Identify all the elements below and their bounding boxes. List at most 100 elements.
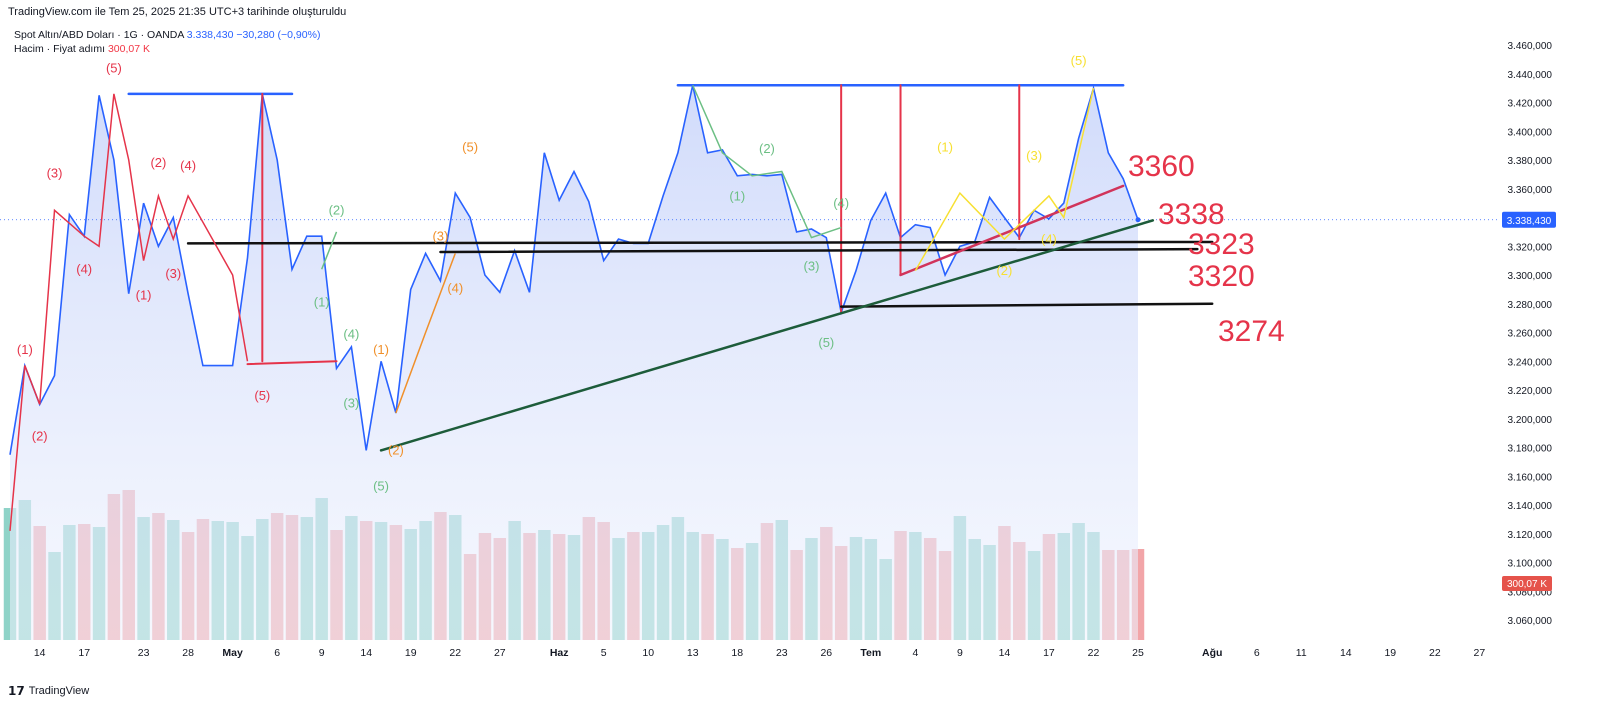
- x-tick-label: 22: [449, 647, 461, 659]
- y-tick-label: 3.080,000: [1508, 587, 1553, 598]
- level-line: [186, 240, 1214, 245]
- wave-label: (4): [447, 280, 463, 295]
- x-tick-label: Ağu: [1202, 647, 1222, 659]
- wave-label: (3): [165, 266, 181, 281]
- x-tick-label: 14: [34, 647, 46, 659]
- wave-label: (5): [373, 479, 389, 494]
- last-price: 3.338,430: [186, 29, 234, 41]
- annotations: [0, 84, 1500, 531]
- last-price-dot: [1135, 217, 1141, 223]
- wave-label: (1): [136, 287, 152, 302]
- footer-brand[interactable]: 𝟭𝟳 TradingView: [8, 684, 89, 698]
- wave-label: (5): [462, 139, 478, 154]
- wave-line-orange: [395, 253, 456, 414]
- x-tick-label: 9: [319, 647, 325, 659]
- x-tick-label: 19: [1384, 647, 1396, 659]
- y-tick-label: 3.180,000: [1508, 444, 1553, 455]
- x-tick-label: 18: [731, 647, 743, 659]
- x-tick-label: 25: [1132, 647, 1144, 659]
- wave-label: (1): [17, 342, 33, 357]
- x-tick-label: 26: [820, 647, 832, 659]
- wave-label: (2): [32, 428, 48, 443]
- wave-label: (3): [1026, 148, 1042, 163]
- x-tick-label: 6: [274, 647, 280, 659]
- volume-badge-label: 300,07 K: [1507, 579, 1547, 590]
- wave-label: (4): [180, 158, 196, 173]
- wave-label: (1): [937, 139, 953, 154]
- y-tick-label: 3.300,000: [1508, 271, 1553, 282]
- x-tick-label: 17: [78, 647, 90, 659]
- tradingview-logo-icon: 𝟭𝟳: [8, 684, 25, 698]
- x-tick-label: 27: [494, 647, 506, 659]
- x-tick-label: 23: [776, 647, 788, 659]
- price-area-fill: [10, 85, 1138, 641]
- y-tick-label: 3.440,000: [1508, 70, 1553, 81]
- x-tick-label: 10: [642, 647, 654, 659]
- price-change: −30,280 (−0,90%): [236, 29, 321, 41]
- x-tick-label: 6: [1254, 647, 1260, 659]
- chart-header: TradingView.com ile Tem 25, 2025 21:35 U…: [8, 6, 347, 18]
- level-line: [839, 302, 1214, 308]
- volume-legend[interactable]: Hacim · Fiyat adımı 300,07 K: [14, 43, 150, 55]
- wave-label: (3): [47, 165, 63, 180]
- x-tick-label: May: [222, 647, 243, 659]
- wave-label: (5): [106, 60, 122, 75]
- y-tick-label: 3.220,000: [1508, 386, 1553, 397]
- wave-label: (4): [343, 326, 359, 341]
- wave-line-green: [692, 84, 842, 239]
- y-tick-label: 3.100,000: [1508, 559, 1553, 570]
- x-tick-label: 22: [1088, 647, 1100, 659]
- wave-label: (2): [150, 155, 166, 170]
- wave-label: (5): [254, 388, 270, 403]
- symbol-legend[interactable]: Spot Altın/ABD Doları · 1G · OANDA 3.338…: [14, 29, 320, 41]
- trend-line: [379, 219, 1155, 452]
- wave-label: (1): [729, 188, 745, 203]
- y-tick-label: 3.240,000: [1508, 357, 1553, 368]
- x-tick-label: Haz: [550, 647, 569, 659]
- wave-label: (5): [818, 335, 834, 350]
- volume-value: 300,07 K: [107, 43, 150, 55]
- level-label: 3274: [1218, 315, 1285, 348]
- x-tick-label: 23: [138, 647, 150, 659]
- wave-line-yellow: [914, 87, 1095, 272]
- x-tick-label: 5: [601, 647, 607, 659]
- support-line: [246, 360, 338, 366]
- x-tick-label: Tem: [860, 647, 881, 659]
- level-label: 3338: [1158, 198, 1225, 231]
- y-tick-label: 3.120,000: [1508, 530, 1553, 541]
- y-tick-label: 3.060,000: [1508, 616, 1553, 627]
- price-badge-label: 3.338,430: [1507, 216, 1552, 227]
- x-tick-label: 4: [912, 647, 918, 659]
- wave-label: (1): [314, 295, 330, 310]
- price-area: [9, 84, 1141, 641]
- x-tick-label: 14: [1340, 647, 1352, 659]
- x-tick-label: 17: [1043, 647, 1055, 659]
- y-tick-label: 3.360,000: [1508, 185, 1553, 196]
- wave-label: (5): [1071, 53, 1087, 68]
- level-label: 3323: [1188, 228, 1255, 261]
- wave-label: (3): [343, 395, 359, 410]
- x-tick-label: 9: [957, 647, 963, 659]
- x-tick-label: 27: [1474, 647, 1486, 659]
- time-axis: 14 17 23 28 May 6 9 14 19 22 27 Haz 5 10 13 18 23 26 Tem 4 9…: [34, 647, 1486, 659]
- wave-label: (2): [329, 203, 345, 218]
- y-tick-label: 3.260,000: [1508, 329, 1553, 340]
- wave-label: (3): [804, 259, 820, 274]
- y-tick-label: 3.160,000: [1508, 472, 1553, 483]
- y-tick-label: 3.140,000: [1508, 501, 1553, 512]
- level-label: 3360: [1128, 150, 1195, 183]
- price-badge: [1502, 211, 1556, 228]
- volume-label[interactable]: Hacim · Fiyat adımı: [14, 43, 106, 55]
- price-line: [9, 84, 1139, 455]
- wave-line-red: [9, 93, 249, 531]
- symbol-name[interactable]: Spot Altın/ABD Doları · 1G · OANDA: [14, 29, 184, 41]
- y-tick-label: 3.400,000: [1508, 127, 1553, 138]
- wave-label: (2): [759, 141, 775, 156]
- wave-label: (4): [1041, 231, 1057, 246]
- wave-label: (2): [996, 263, 1012, 278]
- x-tick-label: 19: [405, 647, 417, 659]
- y-tick-label: 3.380,000: [1508, 156, 1553, 167]
- y-tick-label: 3.200,000: [1508, 415, 1553, 426]
- wave-label: (2): [388, 443, 404, 458]
